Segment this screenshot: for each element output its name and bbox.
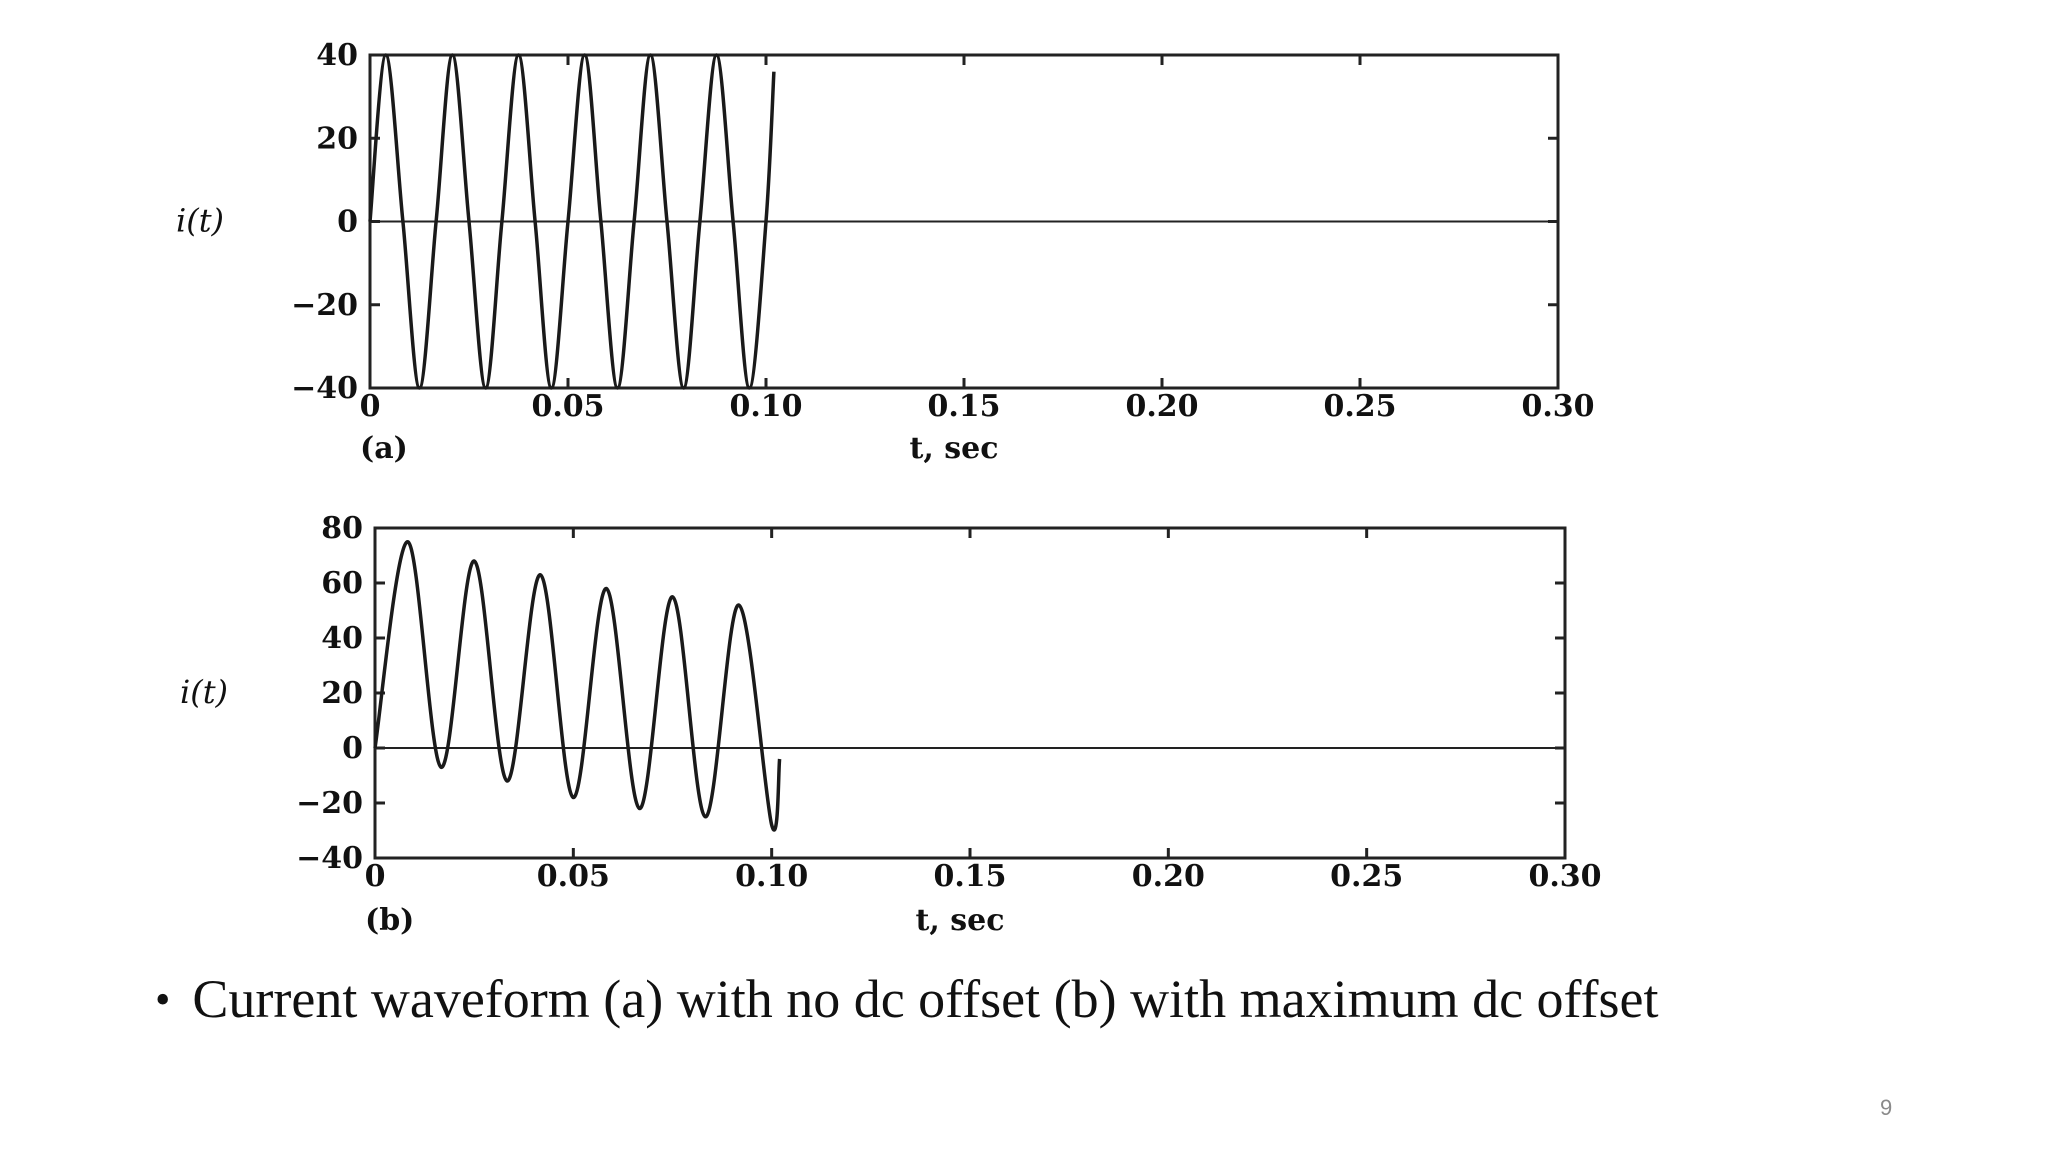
- figure: 0 0.05 0.10 0.15 0.20 0.25 0.30 −40 −20 0 20 40 t, s…: [176, 38, 1602, 938]
- y-tick-label: 80: [321, 511, 363, 546]
- x-tick-label: 0.30: [1521, 389, 1594, 424]
- chart-panel-b: 0 0.05 0.10 0.15 0.20 0.25 0.30 −40 −20 0 20 40 60 80…: [180, 511, 1602, 938]
- panel-label: (b): [365, 903, 414, 938]
- caption-text: Current waveform (a) with no dc offset (…: [192, 969, 1659, 1029]
- y-tick-label: −40: [296, 841, 363, 876]
- y-tick-label: 0: [342, 731, 363, 766]
- y-axis-label: i(t): [180, 673, 228, 711]
- x-tick-label: 0: [365, 859, 386, 894]
- x-tick-label: 0.15: [933, 859, 1006, 894]
- x-tick-label: 0: [360, 389, 381, 424]
- x-tick-label: 0.20: [1125, 389, 1198, 424]
- x-tick-label: 0.05: [531, 389, 604, 424]
- y-tick-label: −20: [291, 288, 358, 323]
- plot-frame: [373, 526, 1567, 860]
- y-tick-label: 20: [316, 121, 358, 156]
- caption-bullet: • Current waveform (a) with no dc offset…: [155, 968, 1659, 1030]
- x-tick-label: 0.10: [729, 389, 802, 424]
- y-tick-label: 40: [321, 621, 363, 656]
- y-tick-label: 20: [321, 676, 363, 711]
- series-line: [373, 540, 782, 832]
- y-tick-label: 60: [321, 566, 363, 601]
- y-tick-label: −20: [296, 786, 363, 821]
- chart-panel-a: 0 0.05 0.10 0.15 0.20 0.25 0.30 −40 −20 0 20 40 t, s…: [176, 38, 1595, 466]
- y-tick-label: 40: [316, 38, 358, 73]
- x-axis-label: t, sec: [916, 903, 1005, 938]
- x-tick-label: 0.05: [537, 859, 610, 894]
- x-tick-label: 0.25: [1330, 859, 1403, 894]
- panel-label: (a): [360, 431, 408, 466]
- x-tick-label: 0.30: [1528, 859, 1601, 894]
- x-tick-label: 0.20: [1132, 859, 1205, 894]
- slide-number: 9: [1880, 1095, 1893, 1120]
- x-tick-label: 0.25: [1323, 389, 1396, 424]
- y-axis-label: i(t): [176, 202, 224, 240]
- x-tick-label: 0.15: [927, 389, 1000, 424]
- bullet-icon: •: [155, 974, 171, 1024]
- x-tick-label: 0.10: [735, 859, 808, 894]
- x-axis-label: t, sec: [910, 431, 999, 466]
- series-line: [368, 53, 776, 390]
- y-tick-label: −40: [291, 371, 358, 406]
- y-tick-label: 0: [337, 205, 358, 240]
